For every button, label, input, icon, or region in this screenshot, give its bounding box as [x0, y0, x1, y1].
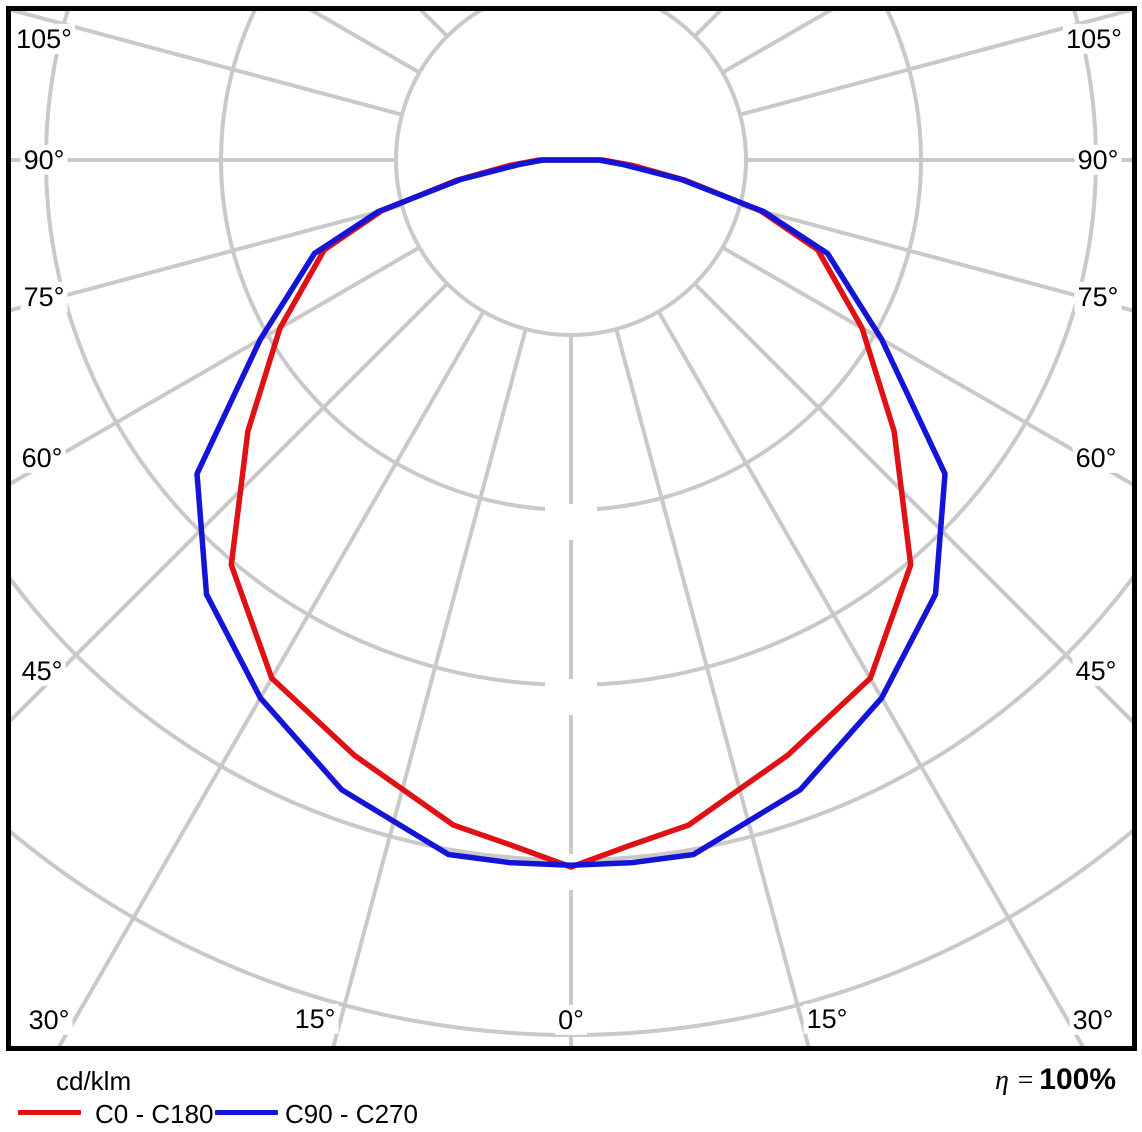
- angle-label-left-90: 90°: [20, 144, 68, 176]
- efficiency-symbol: η =: [995, 1065, 1035, 1096]
- legend-line-c0-c180: [18, 1110, 81, 1115]
- angle-label-bottom-15R: 15°: [803, 1003, 851, 1035]
- legend-line-c90-c270: [215, 1110, 278, 1115]
- angle-label-left-105: 105°: [13, 23, 75, 55]
- angle-label-bottom-15L: 15°: [291, 1003, 339, 1035]
- efficiency-label: η = 100%: [995, 1063, 1116, 1097]
- legend-label-c0-c180: C0 - C180: [95, 1099, 214, 1129]
- efficiency-value: 100%: [1039, 1063, 1116, 1096]
- angle-label-right-45: 45°: [1072, 655, 1120, 687]
- angle-label-bottom-0: 0°: [555, 1004, 587, 1036]
- units-label: cd/klm: [56, 1066, 132, 1096]
- angle-label-right-90: 90°: [1074, 144, 1122, 176]
- legend-label-c90-c270: C90 - C270: [285, 1099, 418, 1129]
- angle-label-left-45: 45°: [18, 655, 66, 687]
- angle-label-right-105: 105°: [1063, 23, 1125, 55]
- angle-label-bottom-30L: 30°: [25, 1004, 73, 1036]
- angle-label-right-60: 60°: [1072, 442, 1120, 474]
- angle-label-left-60: 60°: [18, 442, 66, 474]
- angle-label-bottom-30R: 30°: [1069, 1004, 1117, 1036]
- angle-label-right-75: 75°: [1074, 281, 1122, 313]
- angle-label-left-75: 75°: [20, 281, 68, 313]
